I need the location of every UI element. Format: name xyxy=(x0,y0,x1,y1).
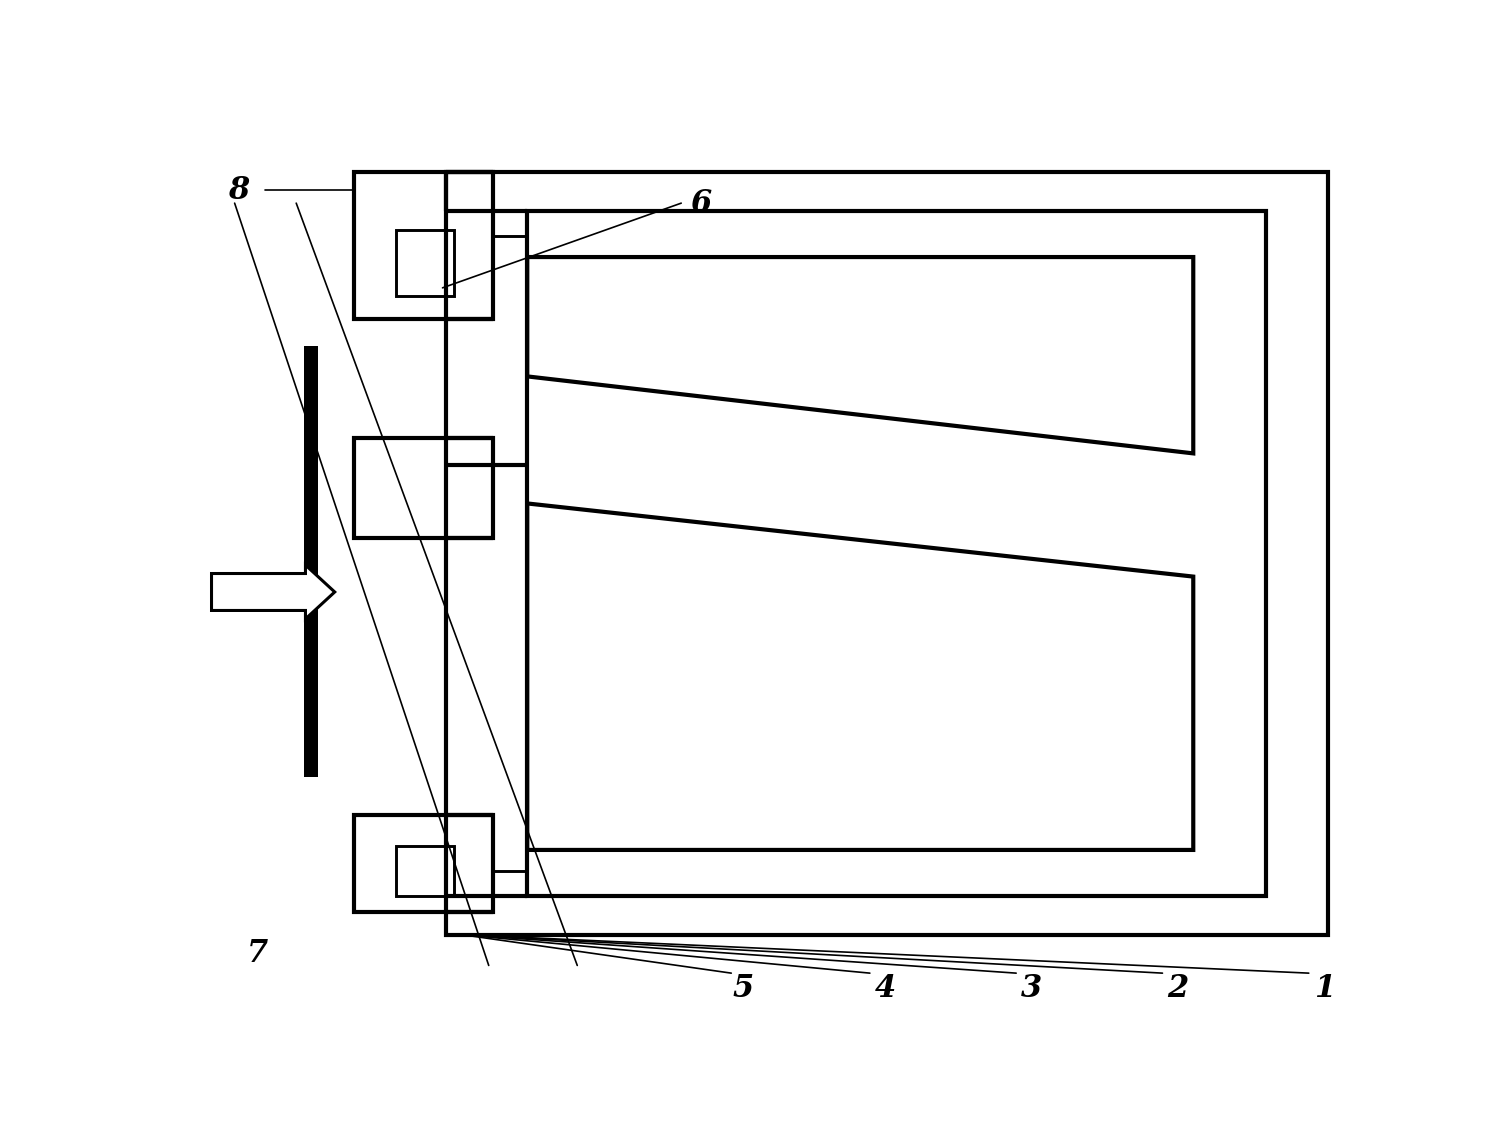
Bar xyxy=(446,172,1329,934)
Bar xyxy=(354,172,493,318)
Text: 7: 7 xyxy=(247,938,268,970)
Bar xyxy=(305,346,318,777)
Bar xyxy=(397,847,454,896)
Text: 2: 2 xyxy=(1167,973,1188,1004)
Text: 4: 4 xyxy=(875,973,896,1004)
Bar xyxy=(493,211,528,236)
Text: 6: 6 xyxy=(689,187,712,219)
Bar xyxy=(354,816,493,912)
Text: 3: 3 xyxy=(1021,973,1042,1004)
Bar xyxy=(493,871,528,896)
Text: 5: 5 xyxy=(733,973,754,1004)
Bar xyxy=(528,211,1267,896)
Text: 1: 1 xyxy=(1313,973,1335,1004)
FancyArrow shape xyxy=(211,565,335,618)
Bar xyxy=(354,438,493,539)
Text: 8: 8 xyxy=(228,175,249,205)
Bar xyxy=(397,230,454,296)
